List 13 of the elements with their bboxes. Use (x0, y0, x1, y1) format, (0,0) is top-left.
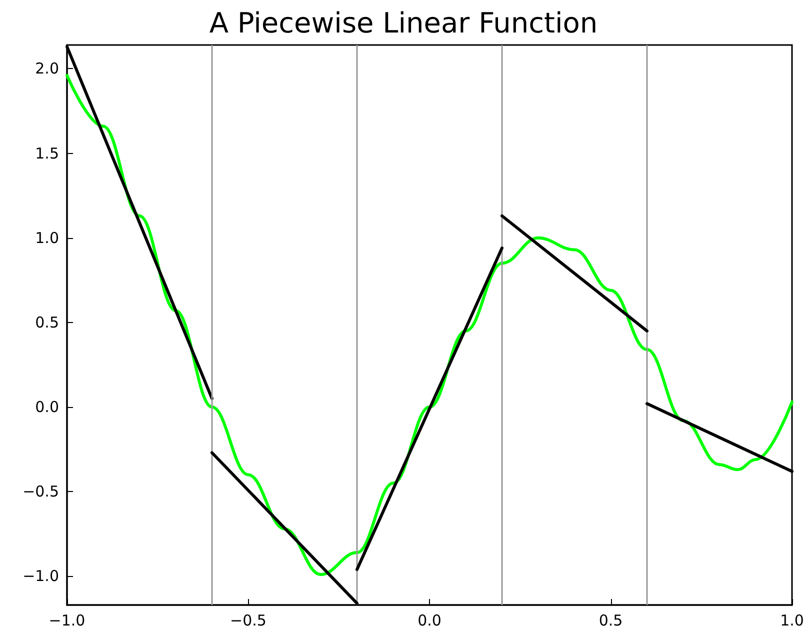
y-tick-label: −1.0 (22, 567, 59, 586)
y-tick-label: 0.0 (35, 398, 59, 416)
x-tick-label: −0.5 (230, 612, 266, 630)
y-tick-label: 1.5 (35, 144, 59, 162)
y-tick-label: −0.5 (22, 482, 59, 501)
y-tick-label: 1.0 (35, 228, 59, 247)
y-tick-label: 2.0 (35, 60, 59, 78)
x-tick-label: −1.0 (48, 612, 86, 630)
chart-title: A Piecewise Linear Function (209, 6, 598, 40)
x-tick-label: 0.0 (418, 612, 442, 630)
y-tick-label: 0.5 (35, 313, 59, 332)
x-tick-label: 0.5 (598, 612, 623, 630)
x-tick-label: 1.0 (780, 612, 804, 630)
